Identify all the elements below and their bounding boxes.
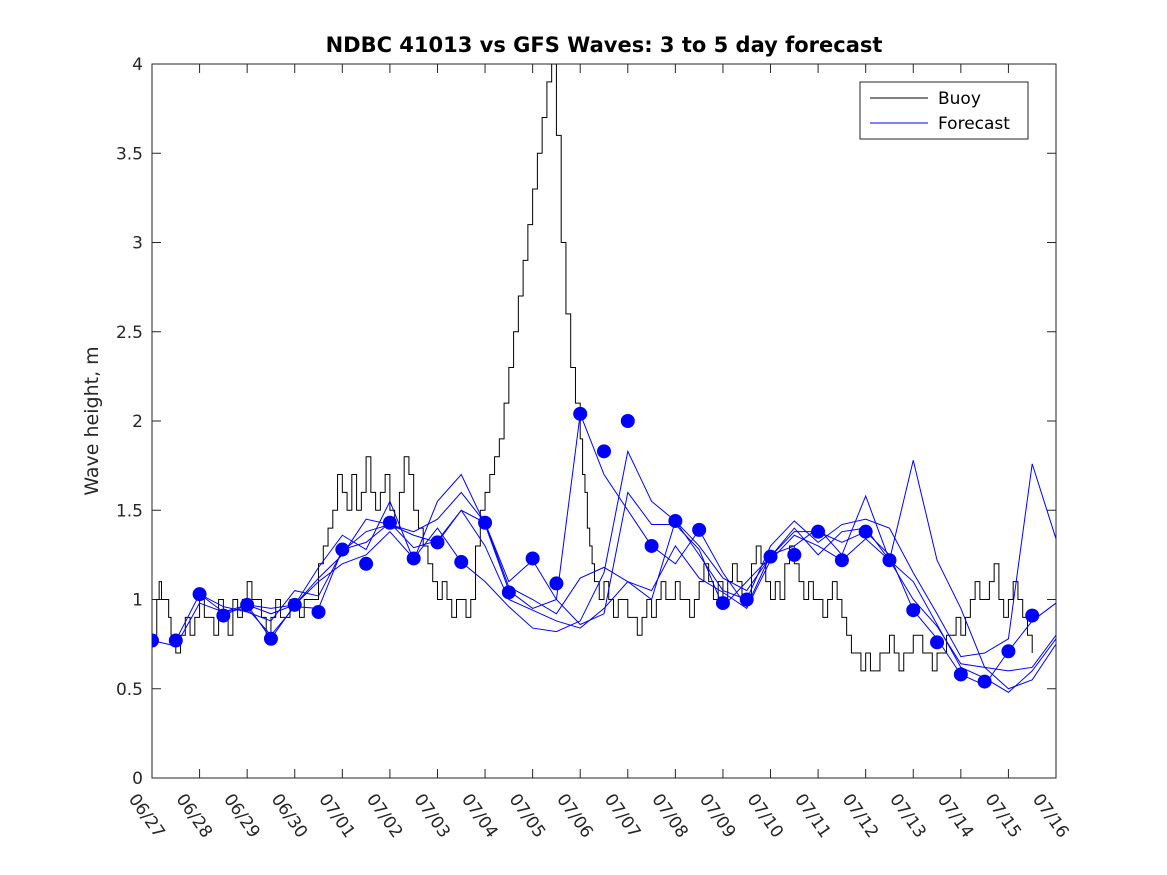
forecast-line-4	[223, 463, 1056, 658]
legend-label: Forecast	[938, 114, 1010, 134]
x-tick-label: 07/12	[838, 790, 882, 842]
x-tick-label: 07/05	[505, 790, 549, 842]
forecast-marker	[739, 592, 754, 607]
forecast-marker	[1025, 608, 1040, 623]
forecast-line-1	[152, 491, 1056, 686]
y-tick-label: 4	[132, 55, 143, 75]
forecast-line-2	[175, 509, 1056, 693]
forecast-marker	[359, 556, 374, 571]
legend-box	[859, 81, 1029, 140]
series-group	[152, 64, 1056, 693]
x-tick-label: 07/02	[362, 790, 406, 842]
forecast-marker	[311, 604, 326, 619]
forecast-marker	[192, 587, 207, 602]
forecast-marker	[692, 522, 707, 537]
x-tick-label: 07/15	[980, 790, 1024, 842]
y-tick-label: 2.5	[116, 323, 143, 343]
forecast-marker	[263, 631, 278, 646]
x-tick-label: 07/14	[933, 790, 977, 842]
x-tick-label: 06/27	[124, 790, 168, 842]
forecast-marker	[930, 635, 945, 650]
x-tick-label: 07/08	[647, 790, 691, 842]
forecast-marker	[335, 542, 350, 557]
forecast-marker	[501, 585, 516, 600]
x-tick-label: 06/28	[172, 790, 216, 842]
forecast-marker	[834, 553, 849, 568]
y-tick-label: 3.5	[116, 144, 143, 164]
x-tick-label: 07/03	[410, 790, 454, 842]
y-tick-label: 0.5	[116, 680, 143, 700]
legend: Buoy Forecast	[859, 81, 1029, 140]
forecast-marker	[977, 674, 992, 689]
y-tick-label: 1	[132, 591, 143, 611]
y-axis-label: Wave height, m	[81, 346, 103, 495]
forecast-marker	[620, 414, 635, 428]
forecast-marker	[287, 597, 302, 612]
forecast-marker	[573, 406, 588, 421]
forecast-marker	[549, 576, 564, 591]
forecast-marker	[454, 555, 469, 570]
x-tick-label: 07/13	[885, 790, 929, 842]
x-tick-label: 07/16	[1028, 790, 1072, 842]
forecast-marker	[763, 549, 778, 564]
forecast-marker	[1001, 644, 1016, 659]
forecast-marker	[152, 633, 159, 648]
forecast-marker	[406, 551, 421, 566]
forecast-marker	[525, 551, 540, 566]
y-tick-label: 3	[132, 234, 143, 254]
x-tick-label: 07/01	[314, 790, 358, 842]
axes-box	[151, 63, 1057, 779]
forecast-marker	[811, 524, 826, 539]
forecast-marker	[644, 538, 659, 553]
forecast-marker	[668, 513, 683, 528]
x-tick-label: 07/09	[695, 790, 739, 842]
forecast-marker	[953, 667, 968, 682]
x-tick-label: 06/29	[219, 790, 263, 842]
forecast-marker	[216, 608, 231, 623]
forecast-marker	[382, 515, 397, 530]
legend-label: Buoy	[938, 89, 981, 109]
x-tick-label: 07/11	[790, 790, 834, 842]
forecast-marker	[715, 596, 730, 611]
chart-title: NDBC 41013 vs GFS Waves: 3 to 5 day fore…	[326, 33, 883, 57]
plot-area: 06/27 06/28 06/29 06/30 07/01 07/02 07/03 07/04…	[116, 55, 1073, 842]
forecast-marker	[240, 597, 255, 612]
x-tick-label: 07/04	[457, 790, 501, 842]
forecast-marker	[787, 547, 802, 562]
forecast-marker	[882, 553, 897, 568]
y-tick-label: 0	[132, 769, 143, 789]
forecast-line-3	[199, 449, 1056, 672]
y-tick-label: 1.5	[116, 501, 143, 521]
y-tick-label: 2	[132, 412, 143, 432]
forecast-marker	[168, 633, 183, 648]
x-tick-label: 07/06	[552, 790, 596, 842]
forecast-marker	[906, 603, 921, 618]
forecast-marker	[858, 524, 873, 539]
x-tick-label: 07/10	[743, 790, 787, 842]
forecast-marker	[430, 535, 445, 550]
x-tick-label: 07/07	[600, 790, 644, 842]
forecast-marker	[597, 444, 611, 459]
forecast-marker	[478, 515, 493, 530]
x-tick-label: 06/30	[267, 790, 311, 842]
